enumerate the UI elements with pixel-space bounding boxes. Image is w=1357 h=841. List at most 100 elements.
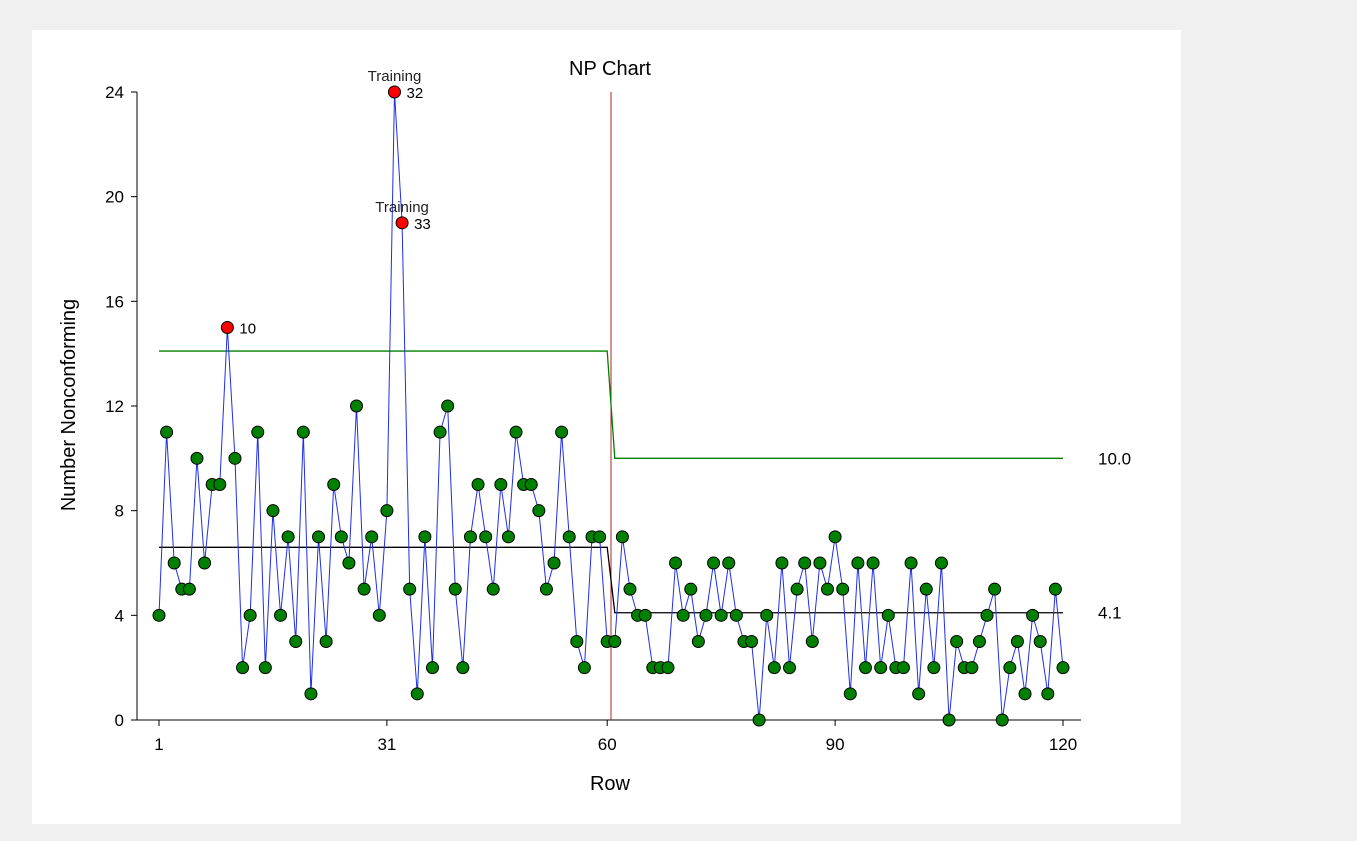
data-point (418, 530, 432, 544)
data-point (403, 582, 417, 596)
data-point (752, 713, 766, 727)
data-point (995, 713, 1009, 727)
data-point (213, 478, 227, 491)
data-point (312, 530, 326, 544)
data-point (281, 530, 295, 544)
data-point (228, 451, 242, 465)
data-point (745, 635, 759, 648)
data-point (934, 556, 948, 570)
data-point (783, 661, 797, 675)
data-point (524, 478, 538, 491)
data-point (912, 687, 926, 701)
data-point (441, 399, 455, 413)
data-point (669, 556, 683, 570)
center-line (159, 546, 1063, 614)
data-point (1010, 635, 1024, 648)
data-point (357, 582, 371, 596)
chart-panel (32, 30, 1181, 824)
data-point (289, 635, 303, 648)
data-point (851, 556, 865, 570)
point-annotation: Training (368, 68, 422, 85)
data-point (866, 556, 880, 570)
data-points (152, 85, 1070, 727)
out-of-control-point (395, 216, 409, 230)
data-point (190, 451, 204, 465)
data-point (760, 608, 774, 622)
data-point (243, 608, 257, 622)
data-point (577, 661, 591, 675)
data-point (198, 556, 212, 570)
data-point (562, 530, 576, 544)
data-point (843, 687, 857, 701)
x-tick-label: 60 (598, 735, 617, 754)
data-point (160, 425, 174, 439)
data-point (350, 399, 364, 413)
upper-limit-label: 10.0 (1098, 449, 1131, 468)
data-point (942, 713, 956, 727)
data-point (707, 556, 721, 570)
data-point (570, 635, 584, 648)
data-point (1003, 661, 1017, 675)
data-point (410, 687, 424, 701)
data-point (676, 608, 690, 622)
data-point (152, 608, 166, 622)
data-point (258, 661, 272, 675)
data-point (448, 582, 462, 596)
data-point (684, 582, 698, 596)
data-point (334, 530, 348, 544)
data-point (904, 556, 918, 570)
y-tick-label: 24 (105, 83, 124, 102)
data-point (342, 556, 356, 570)
data-point (380, 504, 394, 518)
data-point (365, 530, 379, 544)
data-point (881, 608, 895, 622)
y-tick-label: 0 (115, 711, 124, 730)
data-point (699, 608, 713, 622)
x-tick-label: 1 (154, 735, 163, 754)
data-point (919, 582, 933, 596)
upper-control-limit (159, 350, 1063, 459)
data-point (691, 635, 705, 648)
data-point (471, 478, 485, 491)
data-point (798, 556, 812, 570)
point-number-label: 32 (406, 85, 423, 102)
point-annotation: Training (375, 199, 429, 216)
data-point (950, 635, 964, 648)
data-point (296, 425, 310, 439)
data-point (1041, 687, 1055, 701)
out-of-control-point (220, 321, 234, 334)
data-point (266, 504, 280, 518)
data-point (463, 530, 477, 544)
data-point (805, 635, 819, 648)
data-point (274, 608, 288, 622)
data-point (593, 530, 607, 544)
chart-title: NP Chart (569, 58, 651, 80)
data-point (858, 661, 872, 675)
y-tick-label: 12 (105, 397, 124, 416)
data-point (608, 635, 622, 648)
data-point (547, 556, 561, 570)
data-point (304, 687, 318, 701)
data-point (980, 608, 994, 622)
x-tick-label: 90 (826, 735, 845, 754)
data-point (836, 582, 850, 596)
x-tick-label: 31 (377, 735, 396, 754)
data-point (729, 608, 743, 622)
data-point (714, 608, 728, 622)
data-point (479, 530, 493, 544)
data-point (813, 556, 827, 570)
data-point (182, 582, 196, 596)
data-point (425, 661, 439, 675)
data-point (1056, 661, 1070, 675)
x-tick-label: 120 (1049, 735, 1077, 754)
data-point (623, 582, 637, 596)
data-point (874, 661, 888, 675)
data-point (896, 661, 910, 675)
x-axis-title: Row (590, 773, 631, 795)
data-point (539, 582, 553, 596)
data-point (661, 661, 675, 675)
data-point (501, 530, 515, 544)
data-point (828, 530, 842, 544)
